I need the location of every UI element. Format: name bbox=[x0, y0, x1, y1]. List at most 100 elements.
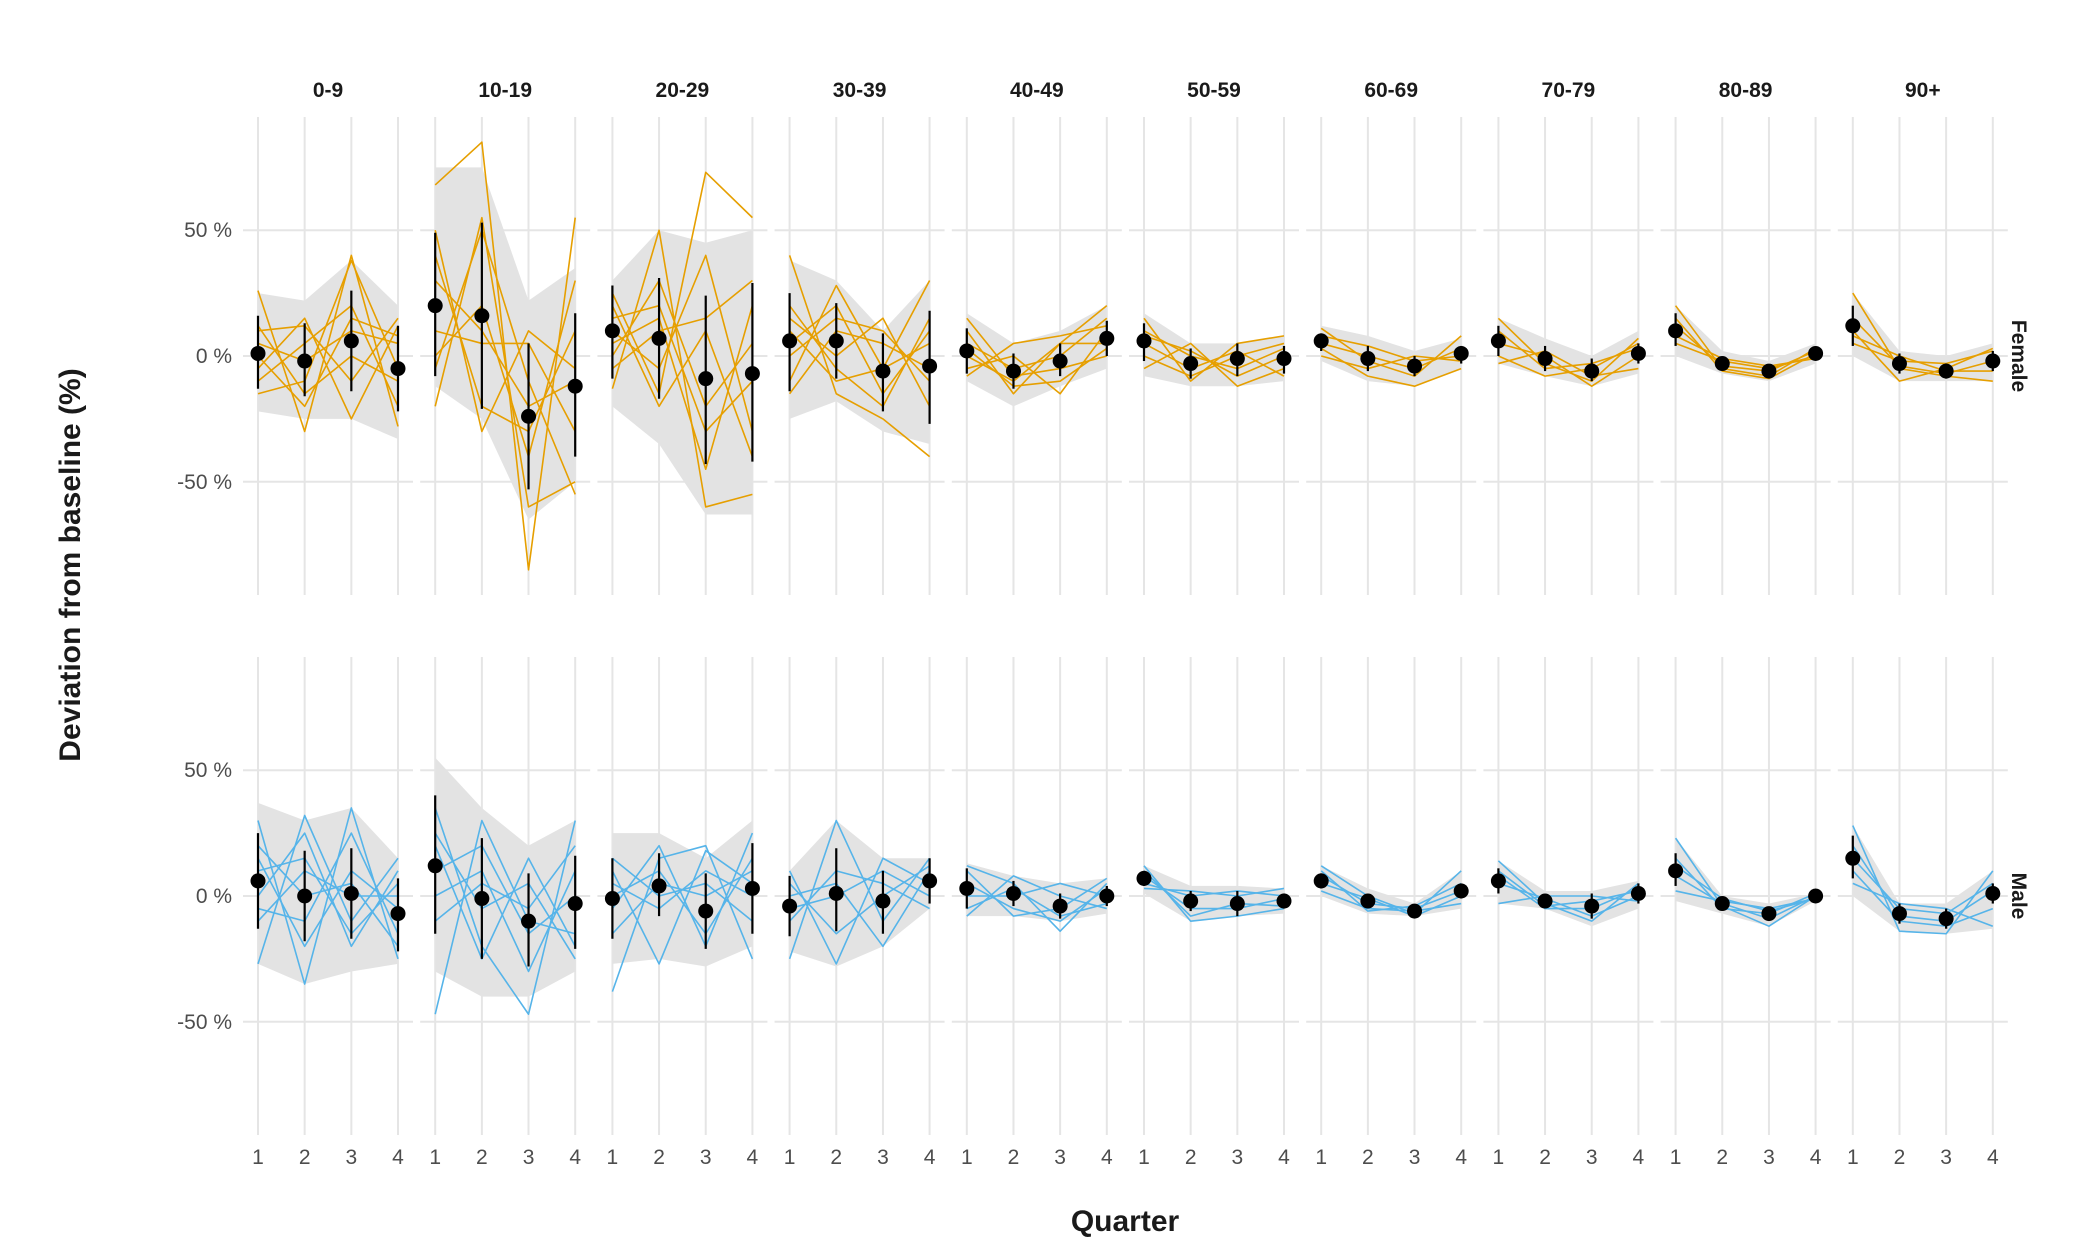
mean-point bbox=[1099, 888, 1115, 904]
series-line-male-20-29-7 bbox=[611, 870, 753, 935]
series-line-female-90+-4 bbox=[1852, 330, 1994, 382]
facet-title: 40-49 bbox=[1010, 79, 1064, 102]
mean-point bbox=[1490, 333, 1506, 349]
series-line-male-60-69-2 bbox=[1320, 890, 1462, 912]
facet-title: 80-89 bbox=[1719, 79, 1773, 102]
series-line-male-70-79-5 bbox=[1497, 870, 1639, 907]
x-tick-label: 3 bbox=[345, 1146, 357, 1169]
mean-point bbox=[1985, 353, 2001, 369]
series-line-female-10-19-3 bbox=[434, 279, 576, 408]
ribbon-band-female-80-89 bbox=[1675, 305, 1816, 382]
y-axis-title: Deviation from baseline (%) bbox=[54, 368, 87, 761]
mean-point bbox=[1630, 885, 1646, 901]
mean-point bbox=[1537, 351, 1553, 367]
ribbon-band-male-10-19 bbox=[435, 757, 576, 997]
series-line-male-30-39-2 bbox=[788, 857, 930, 965]
series-line-female-50-59-5 bbox=[1143, 342, 1285, 377]
series-line-female-40-49-4 bbox=[966, 342, 1107, 382]
facet-title: 0-9 bbox=[313, 79, 343, 102]
ribbon-band-female-60-69 bbox=[1321, 325, 1462, 387]
x-tick-label: 2 bbox=[1539, 1146, 1551, 1169]
series-line-female-0-9-2 bbox=[257, 317, 399, 382]
facet-title: 60-69 bbox=[1364, 79, 1418, 102]
x-tick-label: 1 bbox=[1670, 1146, 1682, 1169]
series-line-male-60-69-3 bbox=[1320, 875, 1462, 910]
series-line-male-10-19-6 bbox=[434, 844, 576, 935]
x-tick-label: 1 bbox=[607, 1146, 619, 1169]
series-line-female-0-9-6 bbox=[257, 325, 399, 395]
x-tick-label: 2 bbox=[653, 1146, 665, 1169]
series-line-male-0-9-6 bbox=[257, 832, 399, 948]
series-line-female-80-89-5 bbox=[1675, 317, 1816, 380]
mean-point bbox=[1490, 873, 1506, 889]
x-tick-label: 1 bbox=[1138, 1146, 1150, 1169]
series-line-male-50-59-3 bbox=[1143, 875, 1285, 910]
x-tick-label: 4 bbox=[1810, 1146, 1822, 1169]
series-line-male-70-79-1 bbox=[1497, 860, 1639, 922]
series-line-male-10-19-2 bbox=[434, 819, 576, 1015]
x-tick-label: 2 bbox=[476, 1146, 488, 1169]
series-line-female-80-89-4 bbox=[1675, 335, 1816, 367]
x-tick-label: 3 bbox=[1231, 1146, 1243, 1169]
mean-point bbox=[922, 873, 938, 889]
mean-point bbox=[1136, 333, 1152, 349]
row-strip-label-female: Female bbox=[2007, 320, 2030, 392]
x-tick-label: 4 bbox=[569, 1146, 581, 1169]
mean-point bbox=[474, 891, 490, 907]
mean-point bbox=[1668, 323, 1684, 339]
series-line-female-90+-2 bbox=[1852, 342, 1994, 365]
mean-point bbox=[521, 408, 537, 424]
mean-point-layer bbox=[250, 298, 2001, 929]
series-line-female-20-29-1 bbox=[611, 171, 753, 395]
ribbon-band-male-80-89 bbox=[1675, 838, 1816, 927]
mean-point bbox=[1938, 363, 1954, 379]
mean-point bbox=[1891, 356, 1907, 372]
mean-point bbox=[651, 878, 667, 894]
series-line-male-0-9-7 bbox=[257, 857, 399, 948]
x-tick-label: 4 bbox=[747, 1146, 759, 1169]
mean-point bbox=[1360, 351, 1376, 367]
series-line-male-90+-1 bbox=[1852, 825, 1994, 935]
series-line-male-40-49-6 bbox=[966, 887, 1108, 917]
mean-point bbox=[390, 361, 406, 377]
series-line-male-60-69-1 bbox=[1320, 865, 1462, 915]
series-line-male-0-9-4 bbox=[257, 832, 399, 935]
series-lines-layer bbox=[257, 141, 1994, 1016]
ribbon-band-female-30-39 bbox=[789, 260, 930, 445]
mean-point bbox=[744, 880, 760, 896]
x-tick-label: 4 bbox=[392, 1146, 404, 1169]
mean-point bbox=[250, 345, 266, 361]
y-tick-label: 0 % bbox=[196, 345, 232, 368]
mean-point bbox=[1407, 358, 1423, 374]
ribbon-band-female-40-49 bbox=[966, 305, 1107, 407]
series-line-male-30-39-6 bbox=[789, 870, 930, 910]
mean-point bbox=[1183, 893, 1199, 909]
series-line-male-80-89-1 bbox=[1674, 837, 1817, 927]
mean-point bbox=[959, 880, 975, 896]
mean-point bbox=[1136, 870, 1152, 886]
mean-point bbox=[1761, 906, 1777, 922]
series-line-male-90+-4 bbox=[1852, 870, 1994, 927]
x-tick-label: 1 bbox=[784, 1146, 796, 1169]
series-line-female-40-49-7 bbox=[966, 347, 1108, 387]
series-line-male-70-79-3 bbox=[1497, 875, 1639, 910]
mean-point bbox=[1537, 893, 1553, 909]
mean-point bbox=[698, 371, 714, 387]
series-line-female-0-9-3 bbox=[257, 259, 399, 395]
mean-point bbox=[1808, 888, 1824, 904]
facet-title: 70-79 bbox=[1542, 79, 1596, 102]
series-line-female-60-69-5 bbox=[1320, 355, 1462, 370]
mean-point bbox=[782, 898, 798, 914]
label-layer: 0-9 10-19 20-29 30-39 40-49 50-59 60-69 70-79 80… bbox=[177, 79, 2030, 1169]
mean-point bbox=[651, 330, 667, 346]
mean-point bbox=[828, 333, 844, 349]
mean-point bbox=[297, 888, 313, 904]
mean-point bbox=[1052, 898, 1068, 914]
x-tick-label: 1 bbox=[961, 1146, 973, 1169]
series-line-female-10-19-6 bbox=[434, 229, 576, 495]
mean-point bbox=[1183, 356, 1199, 372]
x-tick-label: 2 bbox=[1008, 1146, 1020, 1169]
mean-point bbox=[427, 858, 443, 874]
series-line-male-90+-3 bbox=[1852, 845, 1994, 922]
